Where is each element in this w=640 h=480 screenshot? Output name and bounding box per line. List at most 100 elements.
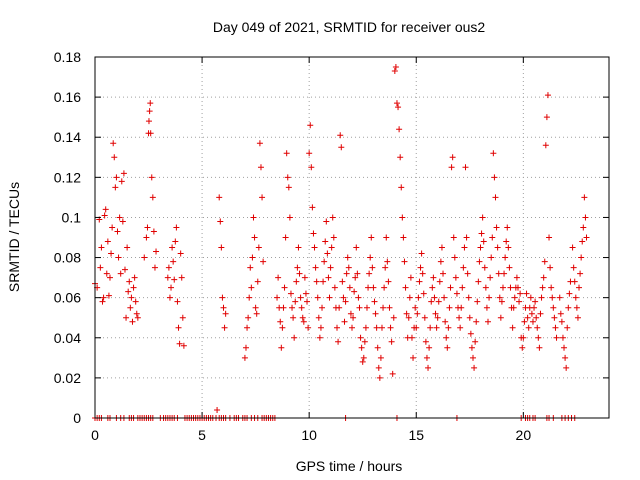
data-point [476,258,483,265]
data-point [366,270,373,277]
data-point [305,324,312,331]
data-point [253,310,260,317]
data-point [328,244,335,251]
data-point [480,238,487,245]
data-point [279,324,286,331]
data-point [426,344,433,351]
data-point [245,314,252,321]
data-point [419,270,426,277]
data-point [457,324,464,331]
data-point [400,234,407,241]
data-point [450,234,457,241]
data-point [281,284,288,291]
data-point [416,278,423,285]
data-point [378,324,385,331]
x-axis-ticks: 0 5 10 15 20 [91,57,531,443]
data-point [322,238,329,245]
data-point [552,324,559,331]
data-point [543,114,550,121]
data-point [462,164,469,171]
y-tick-label: 0.14 [54,129,81,145]
data-point [451,254,458,261]
data-point [393,100,400,107]
data-point [177,250,184,257]
data-point [464,270,471,277]
data-point [440,270,447,277]
data-point [341,318,348,325]
data-point [259,194,266,201]
data-point [525,324,532,331]
data-point [581,194,588,201]
data-point [121,266,128,273]
data-point [403,310,410,317]
data-point [549,294,556,301]
data-point [471,364,478,371]
data-point [132,298,139,305]
data-point [219,294,226,301]
data-point [301,274,308,281]
x-tick-label: 5 [198,427,206,443]
data-point [110,140,117,147]
data-point [397,154,404,161]
data-point [389,370,396,377]
data-point [146,108,153,115]
data-point [467,330,474,337]
data-point [534,324,541,331]
data-point [216,194,223,201]
data-point [504,224,511,231]
data-point [120,170,127,177]
data-point [164,274,171,281]
data-point [421,314,428,321]
data-point [340,294,347,301]
data-point [350,314,357,321]
data-point [529,318,536,325]
data-point [357,334,364,341]
data-point [116,214,123,221]
data-point [222,310,229,317]
data-point [463,234,470,241]
data-point [144,224,151,231]
data-point [499,284,506,291]
data-point [244,324,251,331]
data-point [351,288,358,295]
data-point [540,274,547,281]
data-point [372,310,379,317]
data-point [391,68,398,75]
data-point [355,294,362,301]
data-point [519,344,526,351]
data-point [382,264,389,271]
y-tick-label: 0.16 [54,89,81,105]
data-point [297,294,304,301]
data-point [503,238,510,245]
data-point [532,298,539,305]
data-point [284,174,291,181]
data-point [218,244,225,251]
data-point [170,258,177,265]
data-point [363,304,370,311]
data-point [241,354,248,361]
data-point [180,342,187,349]
data-point [311,244,318,251]
data-point [285,184,292,191]
data-point [434,314,441,321]
data-point [492,194,499,201]
x-tick-label: 15 [408,427,424,443]
y-tick-label: 0.06 [54,290,81,306]
data-point [113,174,120,181]
data-point [106,274,113,281]
data-point [336,304,343,311]
data-point [445,324,452,331]
data-point [489,234,496,241]
data-point [166,294,173,301]
data-point [302,290,309,297]
data-point [401,258,408,265]
data-point [299,314,306,321]
data-point [558,318,565,325]
data-point [317,324,324,331]
data-point [423,354,430,361]
data-point [572,294,579,301]
data-point [104,238,111,245]
data-point [473,318,480,325]
data-point [550,304,557,311]
data-point [537,310,544,317]
